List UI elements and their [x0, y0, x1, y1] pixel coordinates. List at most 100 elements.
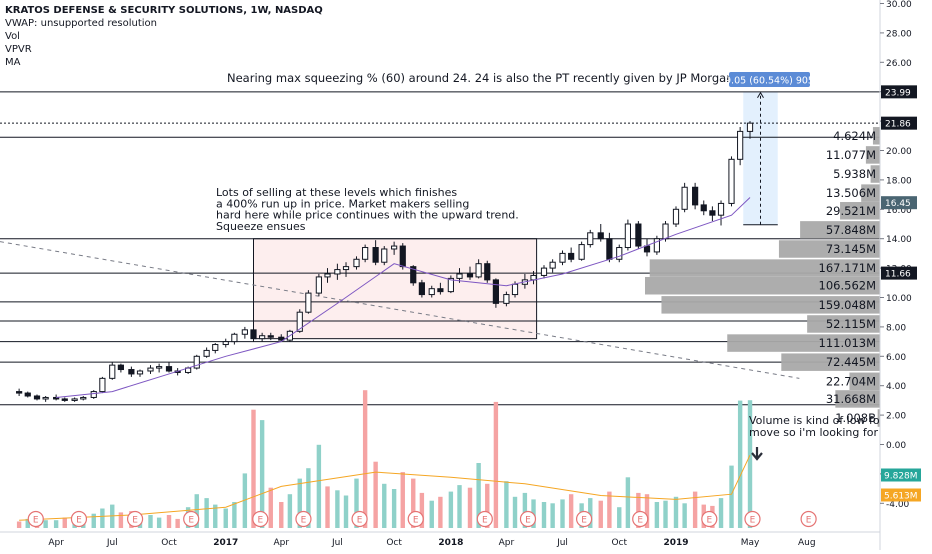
volume-bar[interactable] [268, 487, 273, 528]
volume-bar[interactable] [156, 517, 162, 528]
candle[interactable] [241, 326, 248, 339]
earnings-marker[interactable]: E [252, 510, 269, 528]
volume-bar[interactable] [438, 496, 443, 528]
volume-profile-bar[interactable] [661, 296, 880, 314]
selling-annotation-line[interactable]: a 400% run up in price. Market makers se… [216, 197, 469, 210]
volume-bar[interactable] [316, 444, 322, 528]
volume-bar[interactable] [429, 500, 434, 528]
volume-bar[interactable] [737, 400, 743, 528]
volume-bar[interactable] [550, 503, 555, 528]
volume-bar[interactable] [251, 409, 256, 528]
candle[interactable] [203, 347, 210, 358]
candle[interactable] [475, 259, 482, 279]
volume-profile-bar[interactable] [835, 390, 880, 408]
volume-bar[interactable] [411, 478, 416, 528]
volume-bar[interactable] [242, 473, 248, 528]
volume-bar[interactable] [718, 498, 724, 528]
volume-bar[interactable] [729, 465, 734, 528]
candle[interactable] [278, 334, 285, 342]
candle[interactable] [709, 206, 716, 222]
volume-bar[interactable] [493, 401, 499, 528]
earnings-marker[interactable]: E [295, 510, 312, 528]
volume-bar[interactable] [91, 513, 96, 528]
volume-annotation-line[interactable]: Volume is kind of low fo [749, 414, 880, 427]
volume-profile-bar[interactable] [807, 315, 880, 333]
candle[interactable] [305, 290, 312, 314]
volume-bar[interactable] [306, 468, 311, 528]
candle[interactable] [259, 332, 266, 342]
volume-bar[interactable] [457, 485, 462, 528]
volume-bar[interactable] [419, 492, 425, 528]
candle[interactable] [222, 338, 229, 348]
candle[interactable] [549, 259, 556, 273]
squeeze-annotation[interactable]: Nearing max squeezing % (60) around 24. … [227, 71, 733, 85]
volume-bar[interactable] [148, 515, 153, 528]
volume-profile-bar[interactable] [727, 334, 880, 352]
candle[interactable] [737, 126, 744, 166]
candle[interactable] [353, 256, 360, 270]
candle[interactable] [128, 366, 135, 377]
volume-bar[interactable] [287, 494, 293, 528]
candle[interactable] [692, 182, 699, 210]
candle[interactable] [42, 395, 49, 402]
volume-bar[interactable] [25, 518, 30, 528]
candle[interactable] [193, 354, 200, 370]
candle[interactable] [746, 121, 754, 139]
candle[interactable] [117, 363, 124, 373]
candle[interactable] [700, 200, 707, 216]
earnings-marker[interactable]: E [476, 510, 493, 528]
volume-bar[interactable] [100, 508, 105, 529]
volume-bar[interactable] [194, 494, 199, 528]
candle[interactable] [643, 238, 651, 257]
volume-profile-bar[interactable] [781, 353, 880, 371]
volume-bar[interactable] [692, 491, 698, 528]
volume-bar[interactable] [617, 507, 622, 528]
candle[interactable] [587, 229, 594, 248]
volume-profile-bar[interactable] [649, 259, 880, 277]
price-tag[interactable]: 11.66 [881, 266, 917, 280]
volume-bar[interactable] [522, 492, 528, 528]
measure-label[interactable]: 9.05 (60.54%) 905 [725, 76, 814, 87]
volume-bar[interactable] [259, 420, 265, 528]
candle[interactable] [653, 235, 660, 255]
earnings-marker[interactable]: E [351, 510, 368, 528]
volume-bar[interactable] [541, 502, 547, 528]
candle[interactable] [99, 376, 106, 394]
earnings-marker[interactable]: E [701, 510, 718, 528]
candle[interactable] [315, 273, 322, 297]
candle[interactable] [635, 221, 642, 249]
candle[interactable] [136, 369, 144, 377]
volume-bar[interactable] [598, 500, 603, 528]
candle[interactable] [334, 263, 341, 280]
volume-bar[interactable] [213, 504, 218, 528]
volume-bar[interactable] [607, 491, 612, 528]
volume-profile-bar[interactable] [645, 276, 880, 295]
volume-bar[interactable] [391, 489, 397, 528]
volume-bar[interactable] [663, 500, 668, 528]
volume-profile-bar[interactable] [865, 146, 880, 164]
earnings-marker[interactable]: E [27, 510, 44, 528]
volume-profile-bar[interactable] [877, 409, 880, 427]
volume-profile-bar[interactable] [872, 127, 880, 145]
candle[interactable] [147, 365, 154, 374]
volume-profile-bar[interactable] [778, 240, 880, 258]
candle[interactable] [681, 182, 688, 213]
candle[interactable] [372, 240, 379, 266]
candle[interactable] [90, 390, 97, 399]
candle[interactable] [484, 260, 491, 283]
volume-bar[interactable] [16, 521, 22, 529]
volume-bar[interactable] [568, 494, 574, 528]
earnings-marker[interactable]: E [519, 510, 537, 528]
volume-profile-bar[interactable] [840, 202, 880, 220]
candle[interactable] [342, 262, 350, 277]
candle[interactable] [672, 206, 680, 227]
indicator-vpvr[interactable]: VPVR [5, 44, 32, 55]
volume-bar[interactable] [382, 483, 387, 528]
earnings-marker[interactable]: E [575, 510, 593, 528]
volume-bar[interactable] [223, 508, 228, 529]
trend-line[interactable] [0, 241, 800, 379]
candle[interactable] [418, 279, 425, 298]
candle[interactable] [503, 291, 510, 307]
candle[interactable] [212, 343, 219, 354]
